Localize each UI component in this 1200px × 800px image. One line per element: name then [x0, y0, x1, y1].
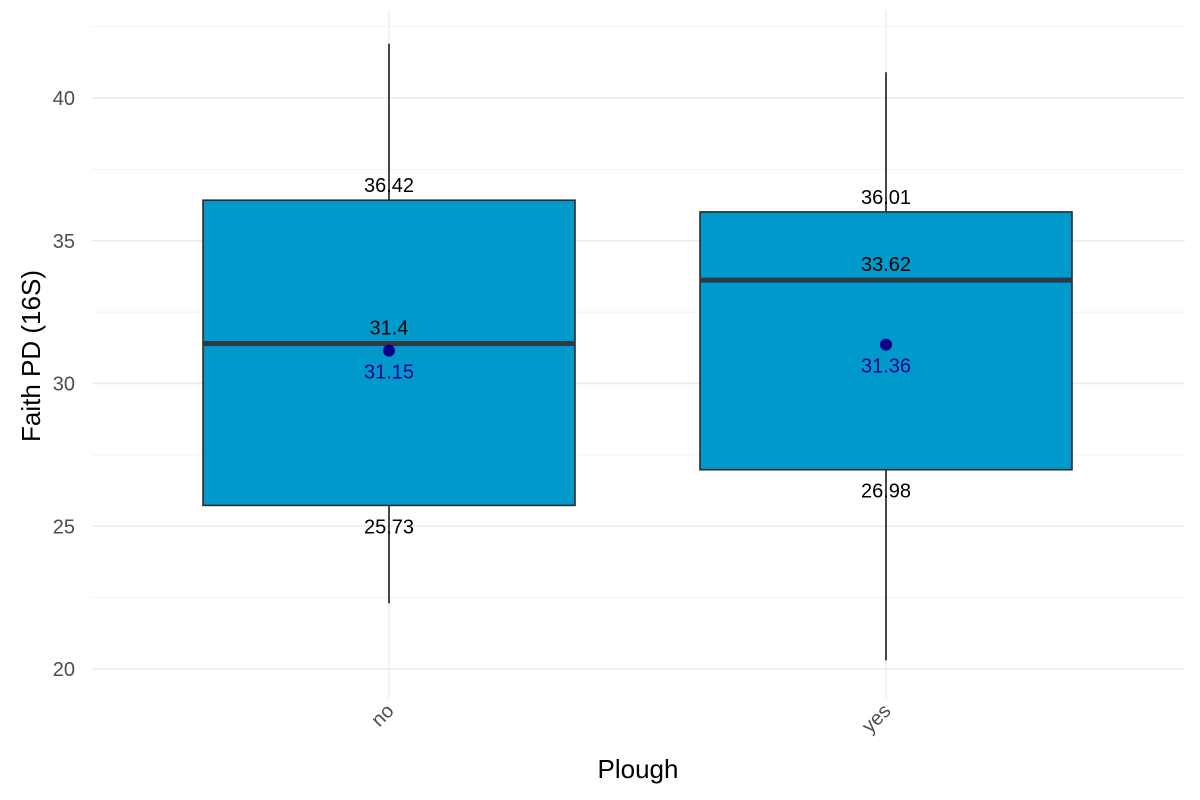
q1-label: 26.98: [861, 481, 911, 503]
x-tick-label: yes: [858, 700, 896, 738]
mean-point: [383, 344, 395, 357]
y-tick-label: 35: [53, 231, 75, 253]
mean-point: [880, 338, 892, 351]
q3-label: 36.42: [364, 175, 414, 197]
box-no: 36.42 31.4 25.73 31.15: [202, 43, 576, 604]
boxes: 36.42 31.4 25.73 31.15 36.01 33.62 26.98 31.36: [202, 43, 1073, 661]
mean-label: 31.36: [861, 356, 911, 378]
x-axis-ticks: no yes: [367, 700, 895, 738]
x-tick-label: no: [367, 700, 398, 731]
box-yes: 36.01 33.62 26.98 31.36: [699, 72, 1073, 661]
q1-label: 25.73: [364, 516, 414, 538]
y-tick-label: 20: [53, 659, 75, 681]
y-tick-label: 40: [53, 88, 75, 110]
mean-label: 31.15: [364, 362, 414, 384]
median-label: 31.4: [370, 318, 409, 340]
median-label: 33.62: [861, 254, 911, 276]
q3-label: 36.01: [861, 187, 911, 209]
y-axis-ticks: 20 25 30 35 40: [53, 88, 75, 681]
x-axis-title: Plough: [598, 754, 679, 784]
y-tick-label: 25: [53, 516, 75, 538]
y-tick-label: 30: [53, 374, 75, 396]
y-axis-title: Faith PD (16S): [16, 270, 46, 442]
